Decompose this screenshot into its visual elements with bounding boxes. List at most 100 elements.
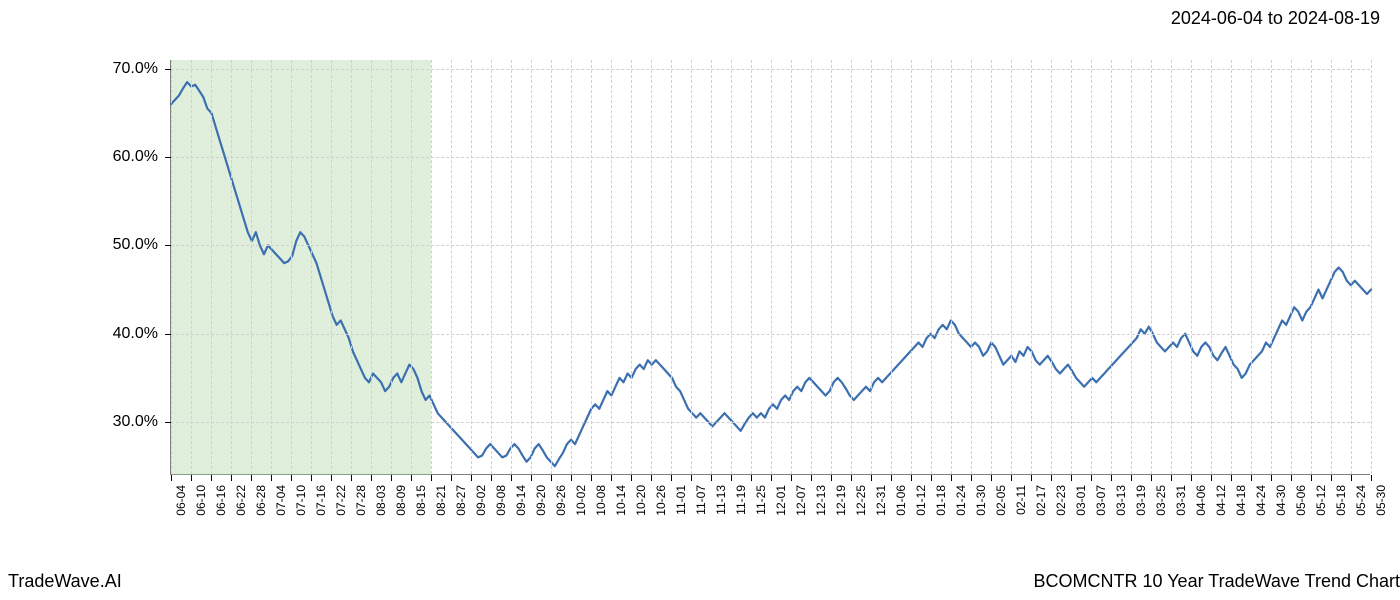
x-tick-mark bbox=[1071, 475, 1072, 481]
footer-title: BCOMCNTR 10 Year TradeWave Trend Chart bbox=[1034, 571, 1400, 592]
x-tick-label: 06-04 bbox=[174, 485, 188, 516]
grid-line-vertical bbox=[811, 60, 812, 474]
x-tick-label: 05-30 bbox=[1374, 485, 1388, 516]
grid-line-vertical bbox=[1351, 60, 1352, 474]
x-tick-label: 01-18 bbox=[934, 485, 948, 516]
x-tick-label: 08-09 bbox=[394, 485, 408, 516]
x-tick-mark bbox=[211, 475, 212, 481]
x-tick-label: 07-04 bbox=[274, 485, 288, 516]
x-tick-mark bbox=[511, 475, 512, 481]
grid-line-vertical bbox=[771, 60, 772, 474]
grid-line-vertical bbox=[711, 60, 712, 474]
x-tick-label: 03-01 bbox=[1074, 485, 1088, 516]
grid-line-vertical bbox=[1131, 60, 1132, 474]
x-tick-label: 08-27 bbox=[454, 485, 468, 516]
x-tick-mark bbox=[811, 475, 812, 481]
grid-line-vertical bbox=[571, 60, 572, 474]
x-tick-mark bbox=[331, 475, 332, 481]
x-tick-label: 07-28 bbox=[354, 485, 368, 516]
x-tick-label: 06-10 bbox=[194, 485, 208, 516]
x-tick-mark bbox=[891, 475, 892, 481]
grid-line-vertical bbox=[931, 60, 932, 474]
x-tick-mark bbox=[491, 475, 492, 481]
x-tick-mark bbox=[971, 475, 972, 481]
x-tick-mark bbox=[1191, 475, 1192, 481]
x-tick-mark bbox=[1291, 475, 1292, 481]
grid-line-vertical bbox=[1271, 60, 1272, 474]
x-tick-mark bbox=[831, 475, 832, 481]
grid-line-vertical bbox=[1011, 60, 1012, 474]
grid-line-vertical bbox=[611, 60, 612, 474]
grid-line-vertical bbox=[491, 60, 492, 474]
x-tick-label: 03-19 bbox=[1134, 485, 1148, 516]
x-tick-label: 04-18 bbox=[1234, 485, 1248, 516]
x-tick-label: 12-31 bbox=[874, 485, 888, 516]
x-tick-label: 11-25 bbox=[754, 485, 768, 515]
grid-line-vertical bbox=[1071, 60, 1072, 474]
grid-line-vertical bbox=[911, 60, 912, 474]
x-tick-mark bbox=[411, 475, 412, 481]
y-tick-label: 60.0% bbox=[2, 148, 158, 166]
grid-line-vertical bbox=[831, 60, 832, 474]
x-tick-label: 09-26 bbox=[554, 485, 568, 516]
x-tick-label: 10-02 bbox=[574, 485, 588, 516]
y-tick-label: 30.0% bbox=[2, 413, 158, 431]
x-tick-label: 04-12 bbox=[1214, 485, 1228, 516]
x-tick-mark bbox=[351, 475, 352, 481]
y-tick-label: 40.0% bbox=[2, 325, 158, 343]
grid-line-vertical bbox=[1051, 60, 1052, 474]
grid-line-vertical bbox=[431, 60, 432, 474]
x-tick-mark bbox=[311, 475, 312, 481]
grid-line-vertical bbox=[1111, 60, 1112, 474]
x-tick-mark bbox=[1351, 475, 1352, 481]
grid-line-vertical bbox=[851, 60, 852, 474]
grid-line-vertical bbox=[951, 60, 952, 474]
plot-area bbox=[170, 60, 1370, 475]
x-tick-label: 01-12 bbox=[914, 485, 928, 516]
x-tick-mark bbox=[911, 475, 912, 481]
x-tick-label: 10-14 bbox=[614, 485, 628, 516]
x-tick-mark bbox=[751, 475, 752, 481]
x-tick-label: 03-25 bbox=[1154, 485, 1168, 516]
x-tick-mark bbox=[1151, 475, 1152, 481]
x-tick-label: 04-30 bbox=[1274, 485, 1288, 516]
grid-line-vertical bbox=[651, 60, 652, 474]
x-tick-label: 12-01 bbox=[774, 485, 788, 516]
x-tick-label: 08-03 bbox=[374, 485, 388, 516]
x-tick-mark bbox=[391, 475, 392, 481]
grid-line-vertical bbox=[171, 60, 172, 474]
x-tick-label: 06-16 bbox=[214, 485, 228, 516]
x-tick-mark bbox=[711, 475, 712, 481]
x-tick-label: 05-24 bbox=[1354, 485, 1368, 516]
x-tick-mark bbox=[1331, 475, 1332, 481]
x-tick-label: 09-08 bbox=[494, 485, 508, 516]
x-tick-mark bbox=[1211, 475, 1212, 481]
x-tick-label: 12-07 bbox=[794, 485, 808, 516]
grid-line-vertical bbox=[1291, 60, 1292, 474]
x-tick-mark bbox=[951, 475, 952, 481]
grid-line-vertical bbox=[531, 60, 532, 474]
grid-line-vertical bbox=[1211, 60, 1212, 474]
x-tick-label: 12-25 bbox=[854, 485, 868, 516]
x-tick-mark bbox=[671, 475, 672, 481]
x-tick-mark bbox=[931, 475, 932, 481]
x-tick-mark bbox=[451, 475, 452, 481]
x-tick-mark bbox=[171, 475, 172, 481]
x-tick-mark bbox=[231, 475, 232, 481]
x-tick-label: 02-17 bbox=[1034, 485, 1048, 516]
x-tick-mark bbox=[1011, 475, 1012, 481]
x-tick-label: 05-06 bbox=[1294, 485, 1308, 516]
x-tick-mark bbox=[571, 475, 572, 481]
x-tick-label: 11-13 bbox=[714, 485, 728, 515]
x-tick-mark bbox=[271, 475, 272, 481]
grid-line-vertical bbox=[391, 60, 392, 474]
grid-line-vertical bbox=[251, 60, 252, 474]
grid-line-vertical bbox=[1171, 60, 1172, 474]
x-tick-label: 06-28 bbox=[254, 485, 268, 516]
grid-line-vertical bbox=[791, 60, 792, 474]
x-tick-mark bbox=[1231, 475, 1232, 481]
x-tick-label: 03-07 bbox=[1094, 485, 1108, 516]
grid-line-vertical bbox=[1331, 60, 1332, 474]
x-tick-label: 03-13 bbox=[1114, 485, 1128, 516]
x-tick-label: 05-12 bbox=[1314, 485, 1328, 516]
